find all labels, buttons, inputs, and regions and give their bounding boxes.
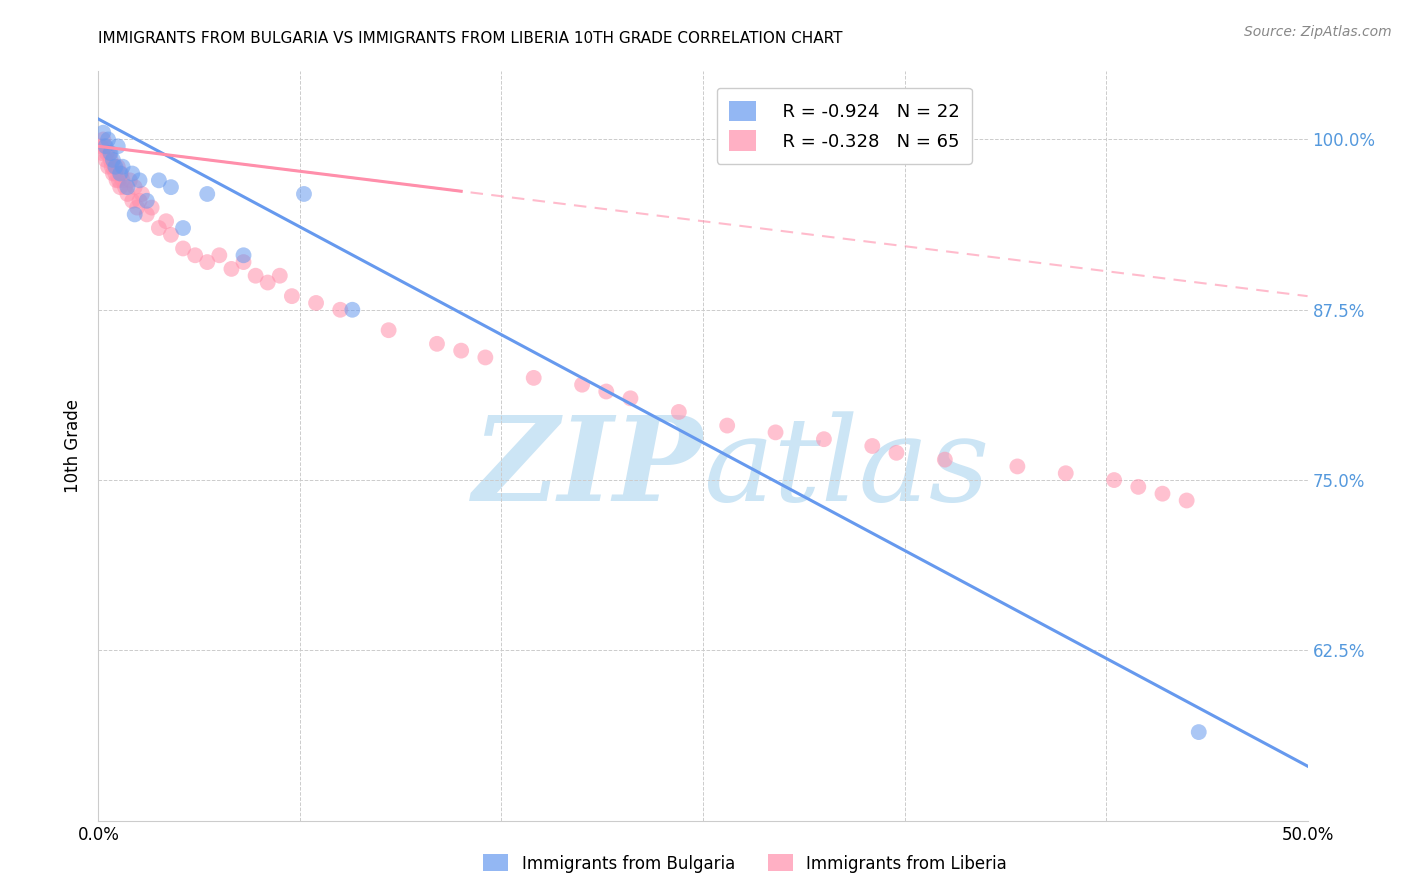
- Point: [232, 255, 254, 269]
- Y-axis label: 10th Grade: 10th Grade: [65, 399, 83, 493]
- Point: [305, 296, 328, 310]
- Point: [860, 439, 883, 453]
- Point: [124, 207, 146, 221]
- Point: [98, 146, 121, 161]
- Point: [128, 173, 150, 187]
- Point: [281, 289, 304, 303]
- Point: [108, 173, 131, 187]
- Point: [117, 180, 139, 194]
- Point: [208, 248, 231, 262]
- Point: [450, 343, 472, 358]
- Point: [886, 446, 908, 460]
- Point: [114, 180, 136, 194]
- Point: [195, 186, 218, 201]
- Point: [127, 201, 149, 215]
- Point: [1188, 725, 1211, 739]
- Point: [91, 126, 114, 140]
- Point: [474, 351, 496, 365]
- Point: [1007, 459, 1029, 474]
- Point: [342, 302, 364, 317]
- Text: atlas: atlas: [703, 411, 990, 526]
- Point: [160, 180, 183, 194]
- Point: [96, 146, 118, 161]
- Point: [108, 167, 131, 181]
- Point: [1152, 486, 1174, 500]
- Point: [117, 186, 139, 201]
- Point: [155, 214, 177, 228]
- Point: [292, 186, 315, 201]
- Point: [103, 160, 125, 174]
- Point: [269, 268, 291, 283]
- Point: [100, 160, 122, 174]
- Point: [172, 221, 194, 235]
- Point: [245, 268, 267, 283]
- Point: [128, 194, 150, 208]
- Point: [107, 160, 129, 174]
- Point: [101, 167, 124, 181]
- Point: [256, 276, 278, 290]
- Point: [121, 194, 143, 208]
- Point: [93, 139, 115, 153]
- Point: [100, 146, 122, 161]
- Point: [111, 173, 134, 187]
- Point: [595, 384, 617, 399]
- Point: [523, 371, 546, 385]
- Point: [90, 139, 112, 153]
- Point: [232, 248, 254, 262]
- Point: [1054, 467, 1077, 481]
- Legend: Immigrants from Bulgaria, Immigrants from Liberia: Immigrants from Bulgaria, Immigrants fro…: [477, 847, 1014, 880]
- Point: [160, 227, 183, 242]
- Point: [104, 167, 127, 181]
- Point: [141, 201, 163, 215]
- Text: ZIP: ZIP: [472, 411, 703, 526]
- Point: [195, 255, 218, 269]
- Point: [107, 139, 129, 153]
- Point: [184, 248, 207, 262]
- Point: [91, 146, 114, 161]
- Point: [135, 207, 157, 221]
- Point: [221, 261, 243, 276]
- Point: [619, 392, 641, 406]
- Point: [131, 186, 153, 201]
- Point: [135, 194, 157, 208]
- Point: [105, 173, 128, 187]
- Point: [934, 452, 956, 467]
- Point: [97, 160, 120, 174]
- Point: [148, 221, 170, 235]
- Point: [97, 132, 120, 146]
- Point: [1175, 493, 1198, 508]
- Text: IMMIGRANTS FROM BULGARIA VS IMMIGRANTS FROM LIBERIA 10TH GRADE CORRELATION CHART: IMMIGRANTS FROM BULGARIA VS IMMIGRANTS F…: [98, 31, 844, 46]
- Point: [765, 425, 787, 440]
- Point: [110, 167, 132, 181]
- Point: [104, 160, 127, 174]
- Point: [118, 173, 141, 187]
- Point: [124, 180, 146, 194]
- Point: [111, 160, 134, 174]
- Point: [329, 302, 352, 317]
- Point: [121, 167, 143, 181]
- Point: [426, 336, 449, 351]
- Point: [100, 153, 122, 167]
- Point: [94, 139, 117, 153]
- Point: [101, 153, 124, 167]
- Point: [813, 432, 835, 446]
- Point: [668, 405, 690, 419]
- Point: [108, 180, 131, 194]
- Point: [91, 132, 114, 146]
- Point: [148, 173, 170, 187]
- Point: [1102, 473, 1125, 487]
- Point: [1128, 480, 1150, 494]
- Point: [94, 153, 117, 167]
- Legend:   R = -0.924   N = 22,   R = -0.328   N = 65: R = -0.924 N = 22, R = -0.328 N = 65: [717, 88, 972, 164]
- Point: [716, 418, 738, 433]
- Point: [172, 242, 194, 256]
- Point: [377, 323, 399, 337]
- Text: Source: ZipAtlas.com: Source: ZipAtlas.com: [1244, 25, 1392, 39]
- Point: [571, 377, 593, 392]
